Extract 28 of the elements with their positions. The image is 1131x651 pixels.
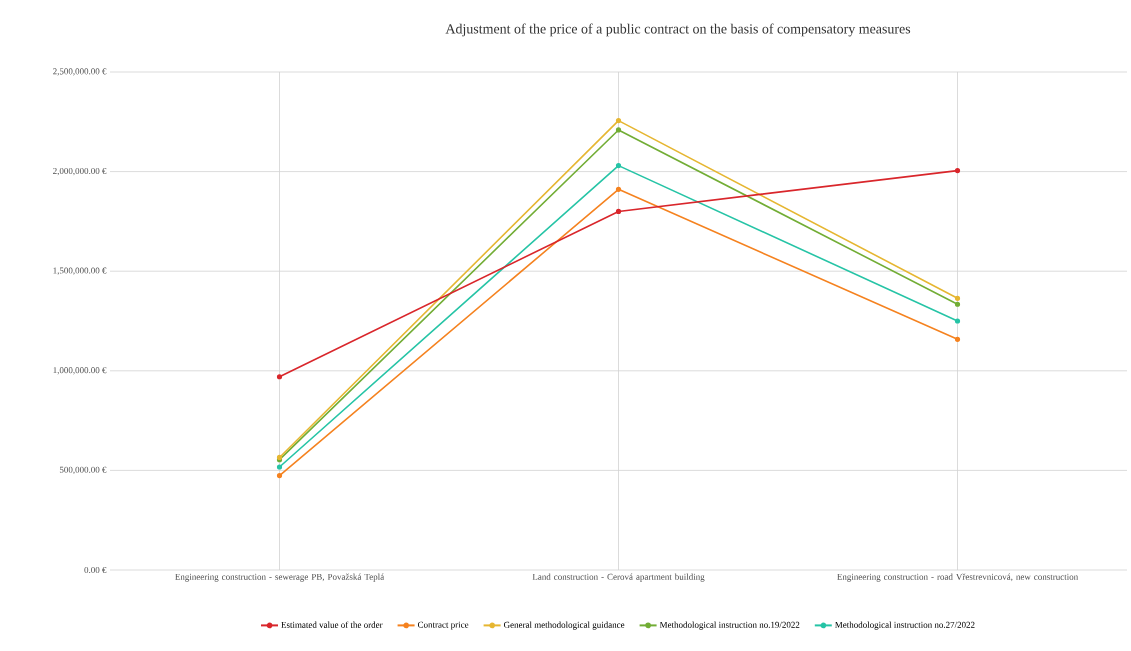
point: [615, 127, 622, 133]
point: [276, 374, 283, 380]
y-tick-label: 500,000.00 €: [59, 466, 107, 475]
point: [276, 472, 283, 479]
point: [954, 301, 961, 307]
legend-label: General methodological guidance: [503, 621, 625, 630]
y-tick-label: 2,500,000.00 €: [53, 68, 107, 76]
point: [615, 163, 622, 169]
point: [615, 118, 622, 124]
y-tick-label: 1,500,000.00 €: [53, 267, 107, 275]
legend-label: Methodological instruction no.27/2022: [835, 621, 975, 630]
legend-label: Methodological instruction no.19/2022: [659, 621, 800, 630]
legend-label: Contract price: [417, 621, 469, 630]
point: [954, 318, 961, 324]
legend-label: Estimated value of the order: [281, 621, 383, 628]
point: [954, 336, 961, 342]
x-tick-label: Engineering construction - road Vřestrevnicová, new construction: [837, 573, 1079, 582]
x-tick-label: Land construction - Cerová apartment building: [532, 573, 705, 582]
y-tick-label: 0.00 €: [84, 566, 107, 574]
y-tick-label: 2,000,000.00 €: [53, 167, 107, 176]
y-tick-label: 1,000,000.00 €: [53, 367, 107, 375]
chart-title: Adjustment of the price of a public contract on the basis of compensatory measures: [445, 23, 911, 37]
point: [615, 208, 622, 215]
point: [954, 168, 961, 174]
point: [615, 186, 622, 192]
point: [276, 464, 283, 470]
x-tick-label: Engineering construction - sewerage PB, Považská Teplá: [175, 573, 385, 582]
point: [954, 295, 961, 301]
